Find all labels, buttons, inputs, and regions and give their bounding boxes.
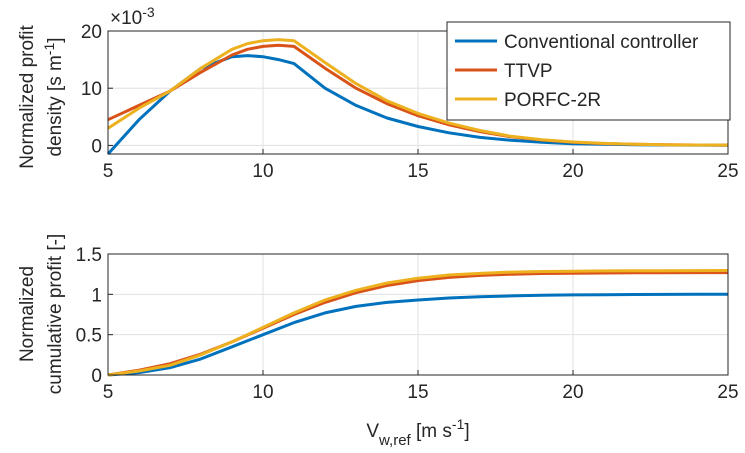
xtick-label: 25 [717,161,738,182]
top-ylabel-line2: density [s m-1] [41,37,66,156]
bottom-xlabel-unit-main: [m s [411,421,452,442]
bottom-series [107,269,729,377]
xtick-label: 20 [562,382,583,403]
bottom-xlabel-main: V [366,421,379,442]
bottom-ylabel-line2: cumulative profit [-] [45,234,66,395]
xtick-label: 5 [103,161,114,182]
bottom-xlabel-sub: w,ref [378,432,412,449]
bottom-ylabel-line1: Normalized [17,266,38,362]
cumulative-profit-plot: 5 10 15 20 25 0 0.5 1 1.5 Normalized cumulative… [17,234,739,449]
xtick-label: 10 [252,161,273,182]
series-line-porfc-2r [107,38,729,147]
bottom-xtick-labels: 5 10 15 20 25 [103,382,739,403]
ytick-label: 1.5 [76,245,102,266]
legend-label-ttvp: TTVP [504,61,553,82]
series-line-porfc-2r [107,269,729,377]
ytick-label: 1 [91,285,102,306]
xtick-label: 15 [407,382,428,403]
ytick-label: 0 [91,136,102,157]
top-ylabel-line2-main: density [s m [45,55,66,156]
ytick-label: 10 [81,79,102,100]
top-exponent-prefix: ×10 [110,8,142,29]
xtick-label: 25 [717,382,738,403]
ytick-label: 0 [91,366,102,387]
top-ylabel-line2-end: ] [45,37,66,42]
top-ytick-labels: 0 10 20 [81,22,102,157]
bottom-ytick-labels: 0 0.5 1 1.5 [76,245,102,387]
ytick-label: 20 [81,22,102,43]
bottom-axes-border [107,253,729,376]
xtick-label: 15 [407,161,428,182]
top-ylabel-line2-sup: -1 [41,43,57,56]
bottom-xlabel-unit-sup: -1 [452,416,465,432]
legend: Conventional controller TTVP PORFC-2R [446,21,731,121]
top-series [106,38,729,156]
series-line-conventional-controller [107,292,728,377]
legend-label-conventional: Conventional controller [504,32,699,53]
top-xtick-labels: 5 10 15 20 25 [103,161,739,182]
top-exponent-power: -3 [142,4,155,20]
bottom-xlabel-unit-end: ] [464,421,469,442]
legend-label-porfc: PORFC-2R [504,90,601,111]
xtick-label: 20 [562,161,583,182]
xtick-label: 10 [252,382,273,403]
bottom-xlabel: Vw,ref [m s-1] [366,416,469,449]
top-ylabel-line1: Normalized profit [17,24,38,168]
top-exponent-label: ×10-3 [110,4,155,29]
xtick-label: 5 [103,382,114,403]
ytick-label: 0.5 [76,326,102,347]
